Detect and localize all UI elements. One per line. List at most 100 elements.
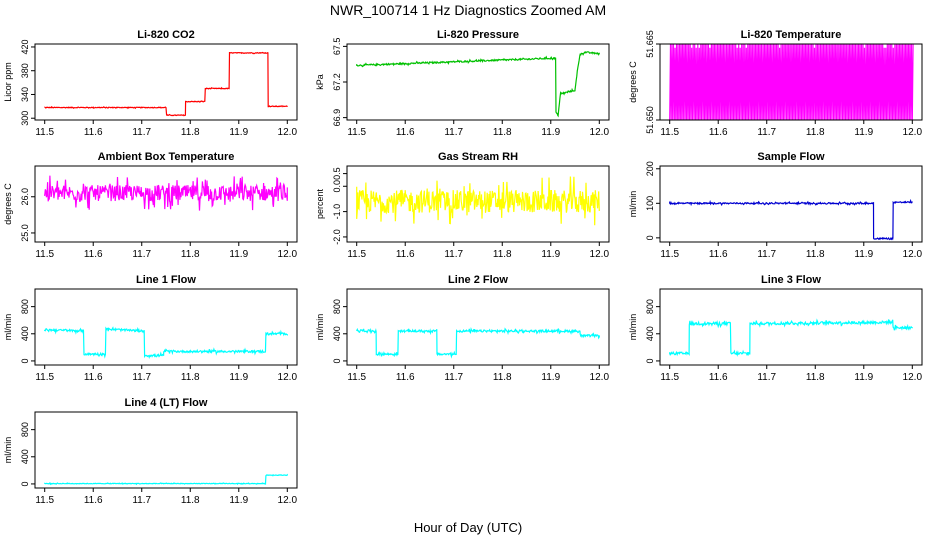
x-tick-label: 11.6 bbox=[396, 372, 415, 383]
plot-frame bbox=[659, 288, 923, 366]
x-tick-label: 11.5 bbox=[347, 372, 366, 383]
y-axis-label: percent bbox=[315, 188, 325, 219]
x-tick-label: 11.8 bbox=[493, 127, 512, 138]
y-tick-label: 0 bbox=[645, 358, 655, 363]
y-tick-label: 67.2 bbox=[332, 73, 342, 91]
x-tick-label: 11.6 bbox=[84, 495, 103, 506]
panels: Li-820 CO2 11.5 11.6 11.7 11.8 11.9 12.0 300 340… bbox=[3, 29, 923, 506]
x-tick-label: 11.5 bbox=[35, 372, 54, 383]
series-line-1 bbox=[44, 51, 288, 117]
panel-title: Line 2 Flow bbox=[448, 274, 508, 286]
series-group bbox=[44, 51, 288, 117]
y-tick-label: 300 bbox=[20, 111, 30, 126]
plot-frame bbox=[34, 165, 298, 243]
x-tick-label: 11.6 bbox=[84, 249, 103, 260]
y-tick-label: 200 bbox=[645, 161, 655, 176]
y-tick-label: 800 bbox=[645, 299, 655, 314]
x-tick-label: 11.9 bbox=[541, 249, 560, 260]
panel-title: Line 3 Flow bbox=[761, 274, 821, 286]
x-tick-label: 11.7 bbox=[132, 495, 151, 506]
x-tick-label: 12.0 bbox=[278, 495, 298, 506]
x-tick-label: 11.6 bbox=[84, 372, 103, 383]
y-axis-label: ml/min bbox=[315, 314, 325, 341]
y-tick-label: 0 bbox=[332, 358, 342, 363]
series-group bbox=[669, 44, 914, 120]
panel-5: Gas Stream RH 11.5 11.6 11.7 11.8 11.9 12.0 -2.… bbox=[315, 151, 610, 260]
panel-7: Line 1 Flow 11.5 11.6 11.7 11.8 11.9 12.0 0 400 8… bbox=[3, 274, 298, 383]
panel-10: Line 4 (LT) Flow 11.5 11.6 11.7 11.8 11.9 12.0… bbox=[3, 397, 298, 506]
x-tick-label: 11.5 bbox=[35, 127, 54, 138]
panel-2: Li-820 Pressure 11.5 11.6 11.7 11.8 11.9 12.0 6… bbox=[315, 29, 610, 138]
x-tick-label: 11.6 bbox=[396, 127, 415, 138]
series-line-1 bbox=[356, 326, 600, 359]
x-tick-label: 12.0 bbox=[278, 249, 298, 260]
x-tick-label: 12.0 bbox=[278, 127, 298, 138]
y-tick-label: 51.650 bbox=[645, 106, 655, 134]
plot-frame bbox=[34, 411, 298, 489]
y-axis-label: degrees C bbox=[628, 61, 638, 103]
y-tick-label: 400 bbox=[20, 326, 30, 341]
x-tick-label: 11.7 bbox=[757, 372, 776, 383]
series-line-1 bbox=[669, 198, 913, 241]
x-tick-label: 11.6 bbox=[709, 127, 728, 138]
y-tick-label: 51.665 bbox=[645, 30, 655, 58]
x-tick-label: 11.6 bbox=[709, 249, 728, 260]
panel-8: Line 2 Flow 11.5 11.6 11.7 11.8 11.9 12.0 0 400 8… bbox=[315, 274, 610, 383]
y-axis-label: ml/min bbox=[3, 314, 13, 341]
y-tick-label: 0 bbox=[20, 358, 30, 363]
x-tick-label: 12.0 bbox=[903, 127, 923, 138]
series-group bbox=[356, 51, 600, 118]
x-tick-label: 12.0 bbox=[590, 372, 610, 383]
x-tick-label: 11.8 bbox=[181, 249, 200, 260]
series-group bbox=[44, 473, 288, 486]
x-tick-label: 11.7 bbox=[132, 372, 151, 383]
series-line-1 bbox=[356, 51, 600, 118]
panel-title: Line 4 (LT) Flow bbox=[125, 397, 208, 409]
plot-frame bbox=[34, 288, 298, 366]
x-tick-label: 12.0 bbox=[590, 127, 610, 138]
y-tick-label: 340 bbox=[20, 87, 30, 102]
x-tick-label: 11.8 bbox=[806, 127, 825, 138]
x-tick-label: 11.5 bbox=[660, 249, 679, 260]
x-tick-label: 11.7 bbox=[757, 249, 776, 260]
panel-title: Li-820 Pressure bbox=[437, 29, 519, 41]
y-tick-label: -2.0 bbox=[332, 229, 342, 245]
y-tick-label: 800 bbox=[20, 299, 30, 314]
x-tick-label: 11.5 bbox=[35, 249, 54, 260]
y-tick-label: 800 bbox=[332, 299, 342, 314]
x-tick-label: 11.7 bbox=[132, 249, 151, 260]
x-tick-label: 11.5 bbox=[347, 249, 366, 260]
y-tick-label: -1.0 bbox=[332, 204, 342, 220]
panel-3: Li-820 Temperature 11.5 11.6 11.7 11.8 11.9 12… bbox=[628, 29, 923, 138]
series-line-1 bbox=[44, 175, 288, 211]
panel-title: Gas Stream RH bbox=[438, 151, 518, 163]
y-tick-label: 420 bbox=[20, 39, 30, 54]
panel-title: Sample Flow bbox=[757, 151, 825, 163]
x-tick-label: 11.9 bbox=[854, 249, 873, 260]
y-axis-label: ml/min bbox=[628, 191, 638, 218]
x-tick-label: 11.8 bbox=[181, 372, 200, 383]
series-line-1 bbox=[44, 326, 288, 359]
y-tick-label: 0 bbox=[645, 235, 655, 240]
y-tick-label: 67.5 bbox=[332, 38, 342, 56]
y-axis-label: degrees C bbox=[3, 183, 13, 225]
series-group bbox=[669, 198, 913, 241]
y-axis-label: ml/min bbox=[628, 314, 638, 341]
x-tick-label: 11.9 bbox=[229, 127, 248, 138]
x-tick-label: 11.7 bbox=[132, 127, 151, 138]
panel-9: Line 3 Flow 11.5 11.6 11.7 11.8 11.9 12.0 0 400 8… bbox=[628, 274, 923, 383]
x-tick-label: 11.6 bbox=[709, 372, 728, 383]
x-tick-label: 12.0 bbox=[903, 372, 923, 383]
series-line-1 bbox=[669, 318, 913, 357]
series-group bbox=[669, 318, 913, 357]
x-tick-label: 11.8 bbox=[493, 372, 512, 383]
x-tick-label: 11.5 bbox=[660, 372, 679, 383]
x-tick-label: 11.9 bbox=[854, 372, 873, 383]
x-tick-label: 11.9 bbox=[229, 372, 248, 383]
panel-title: Li-820 CO2 bbox=[137, 29, 194, 41]
plot-frame bbox=[34, 43, 298, 121]
x-tick-label: 11.8 bbox=[181, 495, 200, 506]
x-tick-label: 11.8 bbox=[181, 127, 200, 138]
panel-title: Ambient Box Temperature bbox=[98, 151, 235, 163]
